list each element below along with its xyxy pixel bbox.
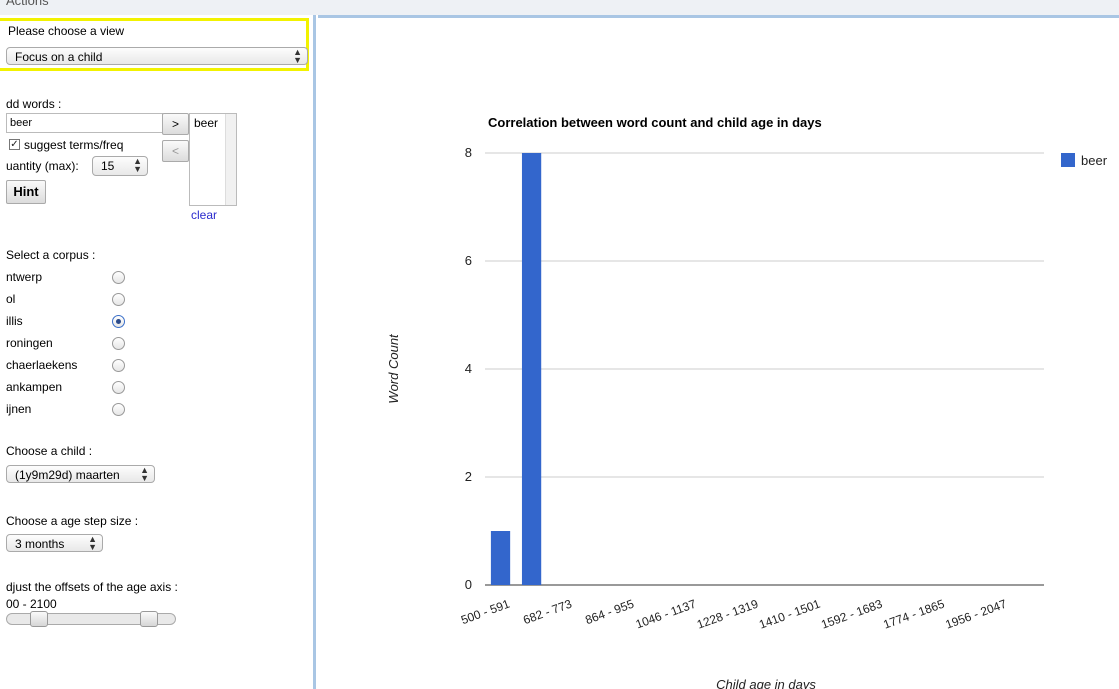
age-step-value: 3 months	[15, 537, 65, 551]
y-tick-label: 8	[465, 145, 472, 160]
corpus-label-item: ankampen	[6, 380, 63, 394]
suggest-checkbox[interactable]: ✓	[9, 139, 20, 150]
x-tick-label: 1956 - 2047	[943, 597, 1008, 632]
quantity-label: uantity (max):	[6, 159, 79, 173]
x-tick-label: 1228 - 1319	[695, 597, 760, 632]
legend-label: beer	[1081, 153, 1108, 168]
bar-beer	[490, 531, 511, 585]
y-tick-label: 2	[465, 469, 472, 484]
clear-words-link[interactable]: clear	[191, 208, 218, 222]
top-bar: Actions	[0, 0, 1119, 15]
x-tick-label: 682 - 773	[521, 597, 574, 628]
age-offset-label: djust the offsets of the age axis :	[6, 580, 178, 594]
word-list[interactable]: beer	[189, 113, 237, 206]
child-select-value: (1y9m29d) maarten	[15, 468, 120, 482]
corpus-radio[interactable]	[112, 315, 125, 328]
select-arrows-icon: ▲ ▼	[133, 156, 142, 174]
panel-divider[interactable]	[313, 15, 316, 689]
corpus-radio[interactable]	[112, 359, 125, 372]
corpus-label-item: ijnen	[6, 402, 32, 416]
corpus-radio[interactable]	[112, 293, 125, 306]
actions-header: Actions	[6, 0, 49, 8]
add-word-button[interactable]: >	[162, 113, 189, 135]
x-axis-label: Child age in days	[716, 677, 816, 689]
bar-beer	[521, 153, 542, 585]
x-tick-label: 864 - 955	[583, 597, 636, 628]
x-tick-label: 1592 - 1683	[819, 597, 884, 632]
view-select[interactable]: Focus on a child ▲ ▼	[6, 47, 308, 65]
age-range-max-handle[interactable]	[140, 611, 158, 627]
chart-title: Correlation between word count and child…	[488, 115, 822, 130]
y-tick-label: 6	[465, 253, 472, 268]
x-tick-label: 500 - 591	[459, 597, 512, 628]
age-offset-value: 00 - 2100	[6, 597, 57, 611]
y-axis-label: Word Count	[386, 333, 401, 404]
y-tick-label: 0	[465, 577, 472, 592]
corpus-label-item: ol	[6, 292, 16, 306]
child-select[interactable]: (1y9m29d) maarten ▲ ▼	[6, 465, 155, 483]
corpus-label-item: chaerlaekens	[6, 358, 78, 372]
quantity-select[interactable]: 15 ▲ ▼	[92, 156, 148, 176]
view-select-value: Focus on a child	[15, 50, 103, 64]
age-range-min-handle[interactable]	[30, 611, 48, 627]
top-divider	[318, 15, 1119, 18]
quantity-value: 15	[101, 159, 115, 173]
corpus-radio[interactable]	[112, 381, 125, 394]
word-input[interactable]	[6, 113, 163, 133]
corpus-label-item: illis	[6, 314, 23, 328]
control-panel: Please choose a view Focus on a child ▲ ▼…	[0, 15, 313, 689]
add-words-label: dd words :	[6, 97, 62, 111]
y-tick-label: 4	[465, 361, 472, 376]
age-step-label: Choose a age step size :	[6, 514, 139, 528]
child-label: Choose a child :	[6, 444, 93, 458]
select-arrows-icon: ▲ ▼	[88, 534, 97, 552]
age-range-slider[interactable]	[6, 613, 176, 625]
view-label: Please choose a view	[8, 24, 125, 38]
x-tick-label: 1774 - 1865	[881, 597, 946, 632]
word-list-scrollbar[interactable]	[225, 114, 236, 205]
x-tick-label: 1046 - 1137	[634, 597, 698, 632]
corpus-radio[interactable]	[112, 337, 125, 350]
select-arrows-icon: ▲ ▼	[140, 465, 149, 483]
hint-button[interactable]: Hint	[6, 180, 46, 204]
corpus-radio[interactable]	[112, 403, 125, 416]
select-arrows-icon: ▲ ▼	[293, 47, 302, 65]
corpus-label: Select a corpus :	[6, 248, 96, 262]
corpus-radio[interactable]	[112, 271, 125, 284]
word-list-item[interactable]: beer	[194, 116, 219, 130]
age-step-select[interactable]: 3 months ▲ ▼	[6, 534, 103, 552]
remove-word-button[interactable]: <	[162, 140, 189, 162]
corpus-label-item: ntwerp	[6, 270, 43, 284]
corpus-label-item: roningen	[6, 336, 53, 350]
legend-swatch	[1061, 153, 1075, 167]
x-tick-label: 1410 - 1501	[757, 597, 822, 632]
suggest-label: suggest terms/freq	[24, 138, 124, 152]
